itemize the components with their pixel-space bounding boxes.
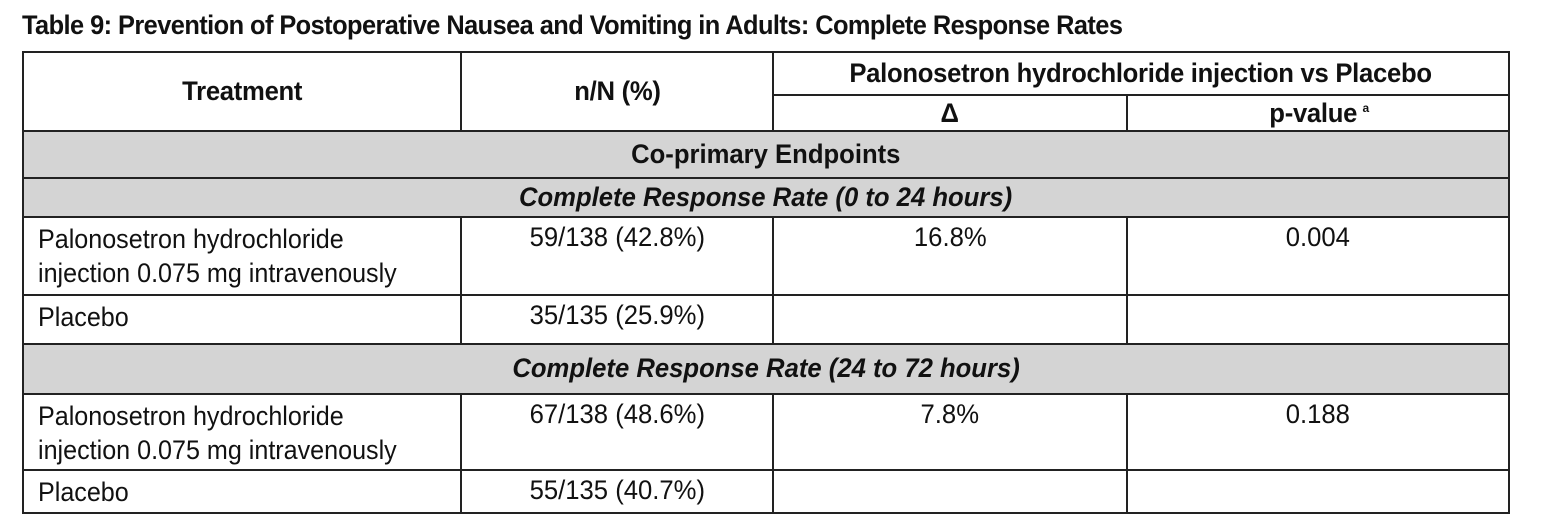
col-header-delta: Δ bbox=[772, 93, 1128, 133]
delta-cell: 16.8% bbox=[772, 215, 1128, 297]
table-row: Placebo 35/135 (25.9%) bbox=[22, 294, 1510, 346]
p-value-footnote-marker: a bbox=[1362, 100, 1370, 115]
col-header-comparison: Palonosetron hydrochloride injection vs … bbox=[772, 51, 1510, 96]
table-caption: Table 9: Prevention of Postoperative Nau… bbox=[22, 10, 1123, 40]
p-value-cell bbox=[1126, 294, 1510, 346]
treatment-cell: Placebo bbox=[22, 469, 462, 514]
group-title-row: Complete Response Rate (0 to 24 hours) bbox=[22, 177, 1510, 218]
col-header-treatment: Treatment bbox=[22, 50, 462, 133]
delta-cell bbox=[772, 469, 1128, 514]
p-value-cell: 0.188 bbox=[1126, 392, 1510, 472]
table-row: Placebo 55/135 (40.7%) bbox=[22, 469, 1510, 514]
n-over-n-cell: 55/135 (40.7%) bbox=[460, 469, 774, 514]
n-over-n-cell: 35/135 (25.9%) bbox=[460, 294, 774, 346]
group-title-row: Complete Response Rate (24 to 72 hours) bbox=[22, 343, 1510, 395]
n-over-n-cell: 59/138 (42.8%) bbox=[460, 215, 774, 297]
treatment-cell: Palonosetron hydrochloride injection 0.0… bbox=[22, 215, 462, 297]
p-value-cell: 0.004 bbox=[1126, 215, 1510, 297]
group-title: Complete Response Rate (0 to 24 hours) bbox=[22, 177, 1510, 218]
col-header-p-value: p-value a bbox=[1126, 93, 1510, 133]
header-row: Treatment n/N (%) Palonosetron hydrochlo… bbox=[22, 50, 1510, 133]
treatment-cell: Placebo bbox=[22, 294, 462, 346]
delta-cell bbox=[772, 294, 1128, 346]
section-title: Co-primary Endpoints bbox=[22, 130, 1510, 180]
table-row: Palonosetron hydrochloride injection 0.0… bbox=[22, 215, 1510, 297]
section-row: Co-primary Endpoints bbox=[22, 130, 1510, 180]
n-over-n-cell: 67/138 (48.6%) bbox=[460, 392, 774, 472]
delta-cell: 7.8% bbox=[772, 392, 1128, 472]
table-row: Palonosetron hydrochloride injection 0.0… bbox=[22, 392, 1510, 472]
subheader-row: Δ p-value a bbox=[23, 93, 1510, 133]
response-rates-table: Treatment n/N (%) Palonosetron hydrochlo… bbox=[22, 50, 1510, 514]
col-header-n-over-n: n/N (%) bbox=[460, 50, 774, 133]
group-title: Complete Response Rate (24 to 72 hours) bbox=[22, 343, 1510, 395]
treatment-cell: Palonosetron hydrochloride injection 0.0… bbox=[22, 392, 462, 472]
p-value-cell bbox=[1126, 469, 1510, 514]
